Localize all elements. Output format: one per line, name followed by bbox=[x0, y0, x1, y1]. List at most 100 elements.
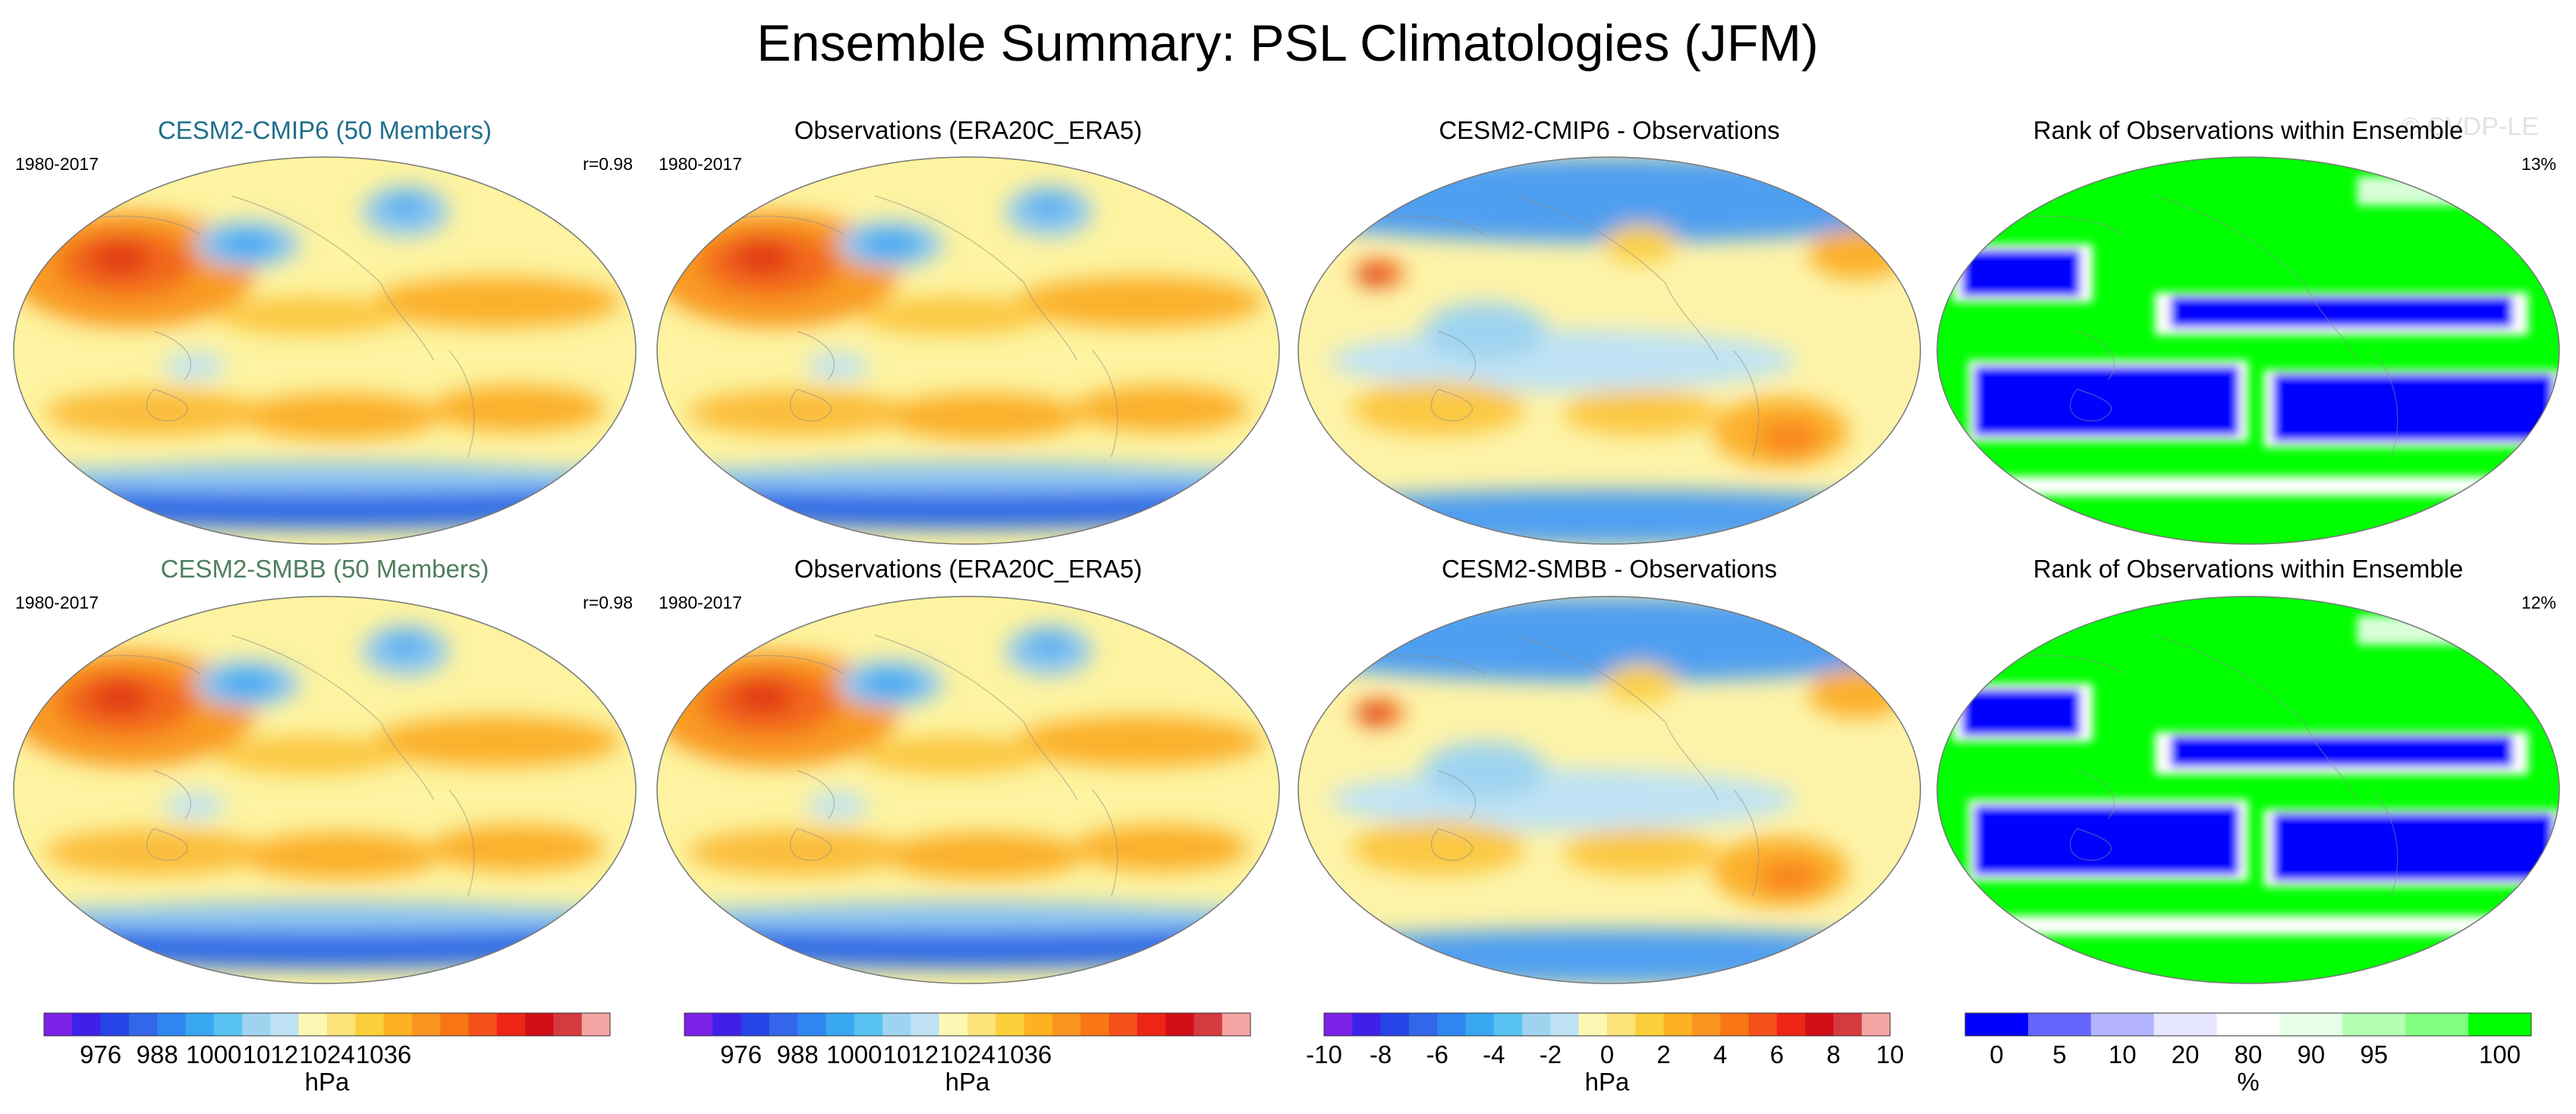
colorbar-swatch bbox=[128, 1013, 158, 1036]
colorbar-swatch bbox=[684, 1013, 713, 1036]
colorbar-tick-label: 976 bbox=[720, 1040, 762, 1068]
colorbar-tick-label: 1024 bbox=[939, 1040, 995, 1068]
colorbar-swatch bbox=[1222, 1013, 1251, 1036]
figure-title: Ensemble Summary: PSL Climatologies (JFM… bbox=[756, 14, 1818, 72]
colorbar-swatch bbox=[882, 1013, 911, 1036]
colorbar-swatch bbox=[411, 1013, 441, 1036]
colorbar-swatch bbox=[1550, 1013, 1580, 1036]
colorbar-swatch bbox=[2342, 1013, 2406, 1036]
map-panel: Rank of Observations within Ensemble 13% bbox=[1936, 116, 2560, 545]
colorbar-swatch bbox=[2027, 1013, 2092, 1036]
colorbar-swatch bbox=[2279, 1013, 2343, 1036]
colorbar-tick-label: -4 bbox=[1483, 1040, 1505, 1068]
colorbar-swatch bbox=[769, 1013, 798, 1036]
colorbar-swatch bbox=[2468, 1013, 2532, 1036]
colorbar-swatch bbox=[1137, 1013, 1166, 1036]
colorbar-swatch bbox=[826, 1013, 855, 1036]
colorbar-swatch bbox=[2090, 1013, 2155, 1036]
colorbar-tick-label: -10 bbox=[1306, 1040, 1342, 1068]
colorbar-swatch bbox=[581, 1013, 611, 1036]
colorbar-tick-label: 10 bbox=[2109, 1040, 2137, 1068]
colorbar-swatch bbox=[1109, 1013, 1138, 1036]
colorbar-swatch bbox=[44, 1013, 73, 1036]
colorbar-swatch bbox=[1635, 1013, 1665, 1036]
colorbar-tick-label: 0 bbox=[1600, 1040, 1614, 1068]
colorbar: 0 5 10 20 80 90 95 100% bbox=[1964, 1012, 2532, 1096]
colorbar-swatch bbox=[1080, 1013, 1109, 1036]
colorbar-swatch bbox=[911, 1013, 940, 1036]
map-panel: CESM2-SMBB - Observations bbox=[1297, 555, 1921, 984]
colorbar-swatch bbox=[553, 1013, 583, 1036]
panel-title: CESM2-CMIP6 - Observations bbox=[1439, 116, 1779, 144]
colorbar-tick-label: 6 bbox=[1770, 1040, 1784, 1068]
panel-stat-label: 12% bbox=[2521, 593, 2556, 612]
colorbar-swatch bbox=[741, 1013, 770, 1036]
colorbar-swatch bbox=[854, 1013, 883, 1036]
panel-stat-label: r=0.98 bbox=[583, 154, 633, 174]
colorbar: -10 -8 -6 -4 -2 0 2 4 6 8 10 hPa bbox=[1306, 1012, 1904, 1096]
map-panel: CESM2-CMIP6 (50 Members) 1980-2017 r=0.98 bbox=[13, 116, 637, 545]
colorbar-swatch bbox=[1380, 1013, 1410, 1036]
colorbar-unit-label: hPa bbox=[1585, 1068, 1630, 1096]
colorbar-swatch bbox=[496, 1013, 526, 1036]
colorbar-swatch bbox=[939, 1013, 968, 1036]
colorbar-tick-label: 1000 bbox=[186, 1040, 241, 1068]
colorbar-swatch bbox=[185, 1013, 215, 1036]
watermark: © CVDP-LE bbox=[2401, 112, 2539, 141]
colorbar-swatch bbox=[355, 1013, 385, 1036]
colorbar-swatch bbox=[1720, 1013, 1749, 1036]
colorbar-swatch bbox=[1194, 1013, 1223, 1036]
colorbar-tick-label: 20 bbox=[2172, 1040, 2200, 1068]
colorbar-swatch bbox=[1465, 1013, 1495, 1036]
panel-title: Rank of Observations within Ensemble bbox=[2033, 116, 2464, 144]
map-panel: Observations (ERA20C_ERA5) 1980-2017 bbox=[656, 116, 1280, 545]
colorbar-swatch bbox=[1352, 1013, 1382, 1036]
colorbar-swatch bbox=[1578, 1013, 1608, 1036]
colorbar-swatch bbox=[2216, 1013, 2280, 1036]
colorbar-swatch bbox=[1748, 1013, 1778, 1036]
colorbar-swatch bbox=[1833, 1013, 1863, 1036]
colorbar-tick-label: 1024 bbox=[299, 1040, 354, 1068]
colorbar-swatch bbox=[995, 1013, 1025, 1036]
colorbar-tick-label: 80 bbox=[2235, 1040, 2263, 1068]
colorbar-tick-label: 100 bbox=[2479, 1040, 2521, 1068]
colorbar-tick-label: 988 bbox=[137, 1040, 178, 1068]
colorbar-swatch bbox=[327, 1013, 356, 1036]
colorbar-tick-label: 1012 bbox=[243, 1040, 298, 1068]
panel-title: CESM2-SMBB (50 Members) bbox=[161, 555, 489, 583]
panel-title: Observations (ERA20C_ERA5) bbox=[794, 555, 1143, 583]
colorbar-swatch bbox=[1522, 1013, 1551, 1036]
panel-stat-label: 13% bbox=[2521, 154, 2556, 174]
colorbar-swatch bbox=[797, 1013, 826, 1036]
panel-period-label: 1980-2017 bbox=[15, 154, 99, 174]
colorbar-swatch bbox=[1805, 1013, 1834, 1036]
colorbar-swatch bbox=[967, 1013, 996, 1036]
colorbar-swatch bbox=[440, 1013, 469, 1036]
colorbar-tick-label: 0 bbox=[1989, 1040, 2003, 1068]
colorbar-tick-label: 976 bbox=[80, 1040, 121, 1068]
colorbar-swatch bbox=[157, 1013, 186, 1036]
colorbar-unit-label: hPa bbox=[945, 1068, 990, 1096]
colorbar-swatch bbox=[242, 1013, 271, 1036]
colorbar-swatch bbox=[1437, 1013, 1466, 1036]
colorbar-tick-label: 2 bbox=[1656, 1040, 1670, 1068]
panel-period-label: 1980-2017 bbox=[659, 154, 742, 174]
colorbar-swatch bbox=[1324, 1013, 1353, 1036]
panel-stat-label: r=0.98 bbox=[583, 593, 633, 612]
colorbar-swatch bbox=[1691, 1013, 1721, 1036]
colorbar-tick-label: 5 bbox=[2052, 1040, 2066, 1068]
colorbar-swatch bbox=[525, 1013, 554, 1036]
panel-grid: CESM2-CMIP6 (50 Members) 1980-2017 r=0.98 O… bbox=[13, 116, 2560, 984]
map-panel: Observations (ERA20C_ERA5) 1980-2017 bbox=[656, 555, 1280, 984]
colorbar-swatch bbox=[2153, 1013, 2218, 1036]
colorbar-swatch bbox=[1052, 1013, 1081, 1036]
colorbar-swatch bbox=[1607, 1013, 1636, 1036]
colorbar-unit-label: % bbox=[2237, 1068, 2259, 1096]
colorbar-swatch bbox=[1493, 1013, 1523, 1036]
panel-title: CESM2-CMIP6 (50 Members) bbox=[158, 116, 492, 144]
colorbar-swatch bbox=[712, 1013, 742, 1036]
